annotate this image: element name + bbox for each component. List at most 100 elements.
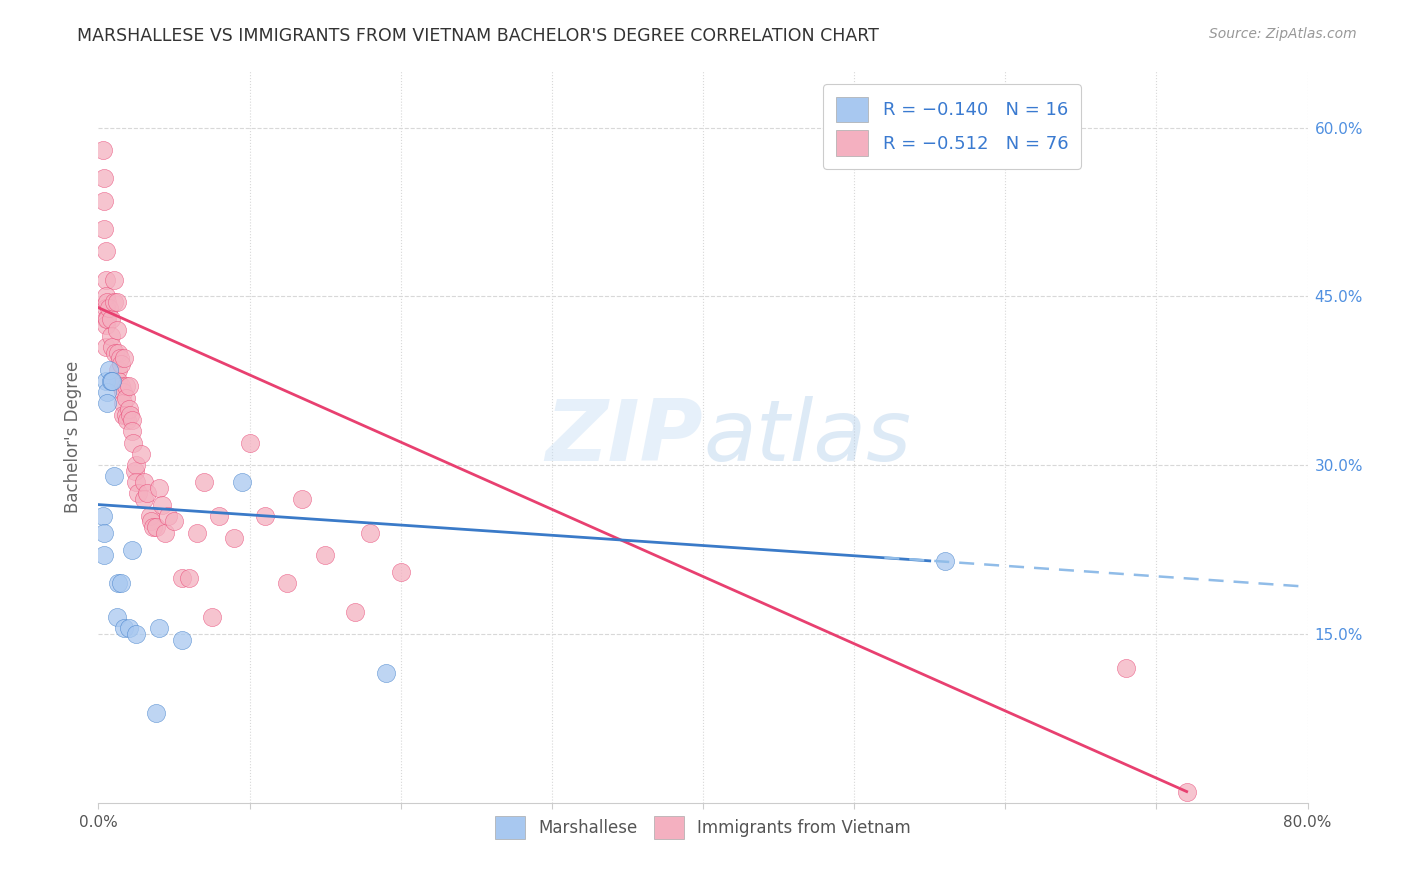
- Point: [94, 244, 117, 259]
- Point: [111, 408, 134, 422]
- Point: [208, 508, 231, 523]
- Point: [98, 301, 121, 315]
- Point: [94, 312, 117, 326]
- Point: [94, 272, 117, 286]
- Point: [125, 458, 148, 473]
- Point: [118, 379, 141, 393]
- Text: Source: ZipAtlas.com: Source: ZipAtlas.com: [1209, 27, 1357, 41]
- Point: [112, 351, 135, 366]
- Point: [132, 475, 155, 489]
- Point: [156, 508, 179, 523]
- Point: [112, 621, 135, 635]
- Point: [193, 475, 215, 489]
- Point: [93, 525, 115, 540]
- Point: [114, 391, 136, 405]
- Point: [103, 295, 125, 310]
- Point: [139, 508, 162, 523]
- Point: [125, 627, 148, 641]
- Point: [125, 475, 148, 489]
- Point: [100, 328, 122, 343]
- Point: [96, 295, 118, 310]
- Point: [1175, 784, 1198, 798]
- Point: [1115, 661, 1137, 675]
- Point: [111, 396, 134, 410]
- Point: [114, 379, 136, 393]
- Point: [389, 565, 412, 579]
- Point: [124, 464, 146, 478]
- Point: [121, 542, 143, 557]
- Point: [239, 435, 262, 450]
- Point: [145, 520, 167, 534]
- Point: [170, 632, 193, 647]
- Point: [201, 610, 224, 624]
- Point: [105, 323, 128, 337]
- Point: [107, 345, 129, 359]
- Point: [96, 396, 118, 410]
- Text: atlas: atlas: [703, 395, 911, 479]
- Point: [110, 379, 132, 393]
- Point: [93, 548, 115, 562]
- Point: [110, 576, 132, 591]
- Point: [314, 548, 336, 562]
- Point: [148, 481, 170, 495]
- Point: [934, 554, 956, 568]
- Point: [253, 508, 276, 523]
- Point: [93, 171, 115, 186]
- Point: [374, 666, 396, 681]
- Y-axis label: Bachelor's Degree: Bachelor's Degree: [63, 361, 82, 513]
- Point: [94, 374, 117, 388]
- Point: [276, 576, 298, 591]
- Point: [107, 374, 129, 388]
- Point: [108, 351, 131, 366]
- Point: [105, 295, 128, 310]
- Point: [107, 362, 129, 376]
- Point: [94, 318, 117, 332]
- Point: [142, 520, 165, 534]
- Point: [121, 425, 143, 439]
- Point: [141, 515, 163, 529]
- Point: [360, 525, 382, 540]
- Point: [101, 374, 124, 388]
- Point: [224, 532, 246, 546]
- Point: [107, 576, 129, 591]
- Legend: Marshallese, Immigrants from Vietnam: Marshallese, Immigrants from Vietnam: [485, 805, 921, 849]
- Point: [94, 340, 117, 354]
- Point: [118, 401, 141, 416]
- Point: [186, 525, 208, 540]
- Point: [96, 312, 118, 326]
- Point: [163, 515, 186, 529]
- Point: [170, 571, 193, 585]
- Point: [111, 385, 134, 400]
- Point: [104, 345, 127, 359]
- Point: [120, 408, 142, 422]
- Point: [122, 435, 145, 450]
- Point: [129, 447, 152, 461]
- Point: [91, 143, 114, 157]
- Point: [91, 508, 114, 523]
- Point: [118, 621, 141, 635]
- Point: [114, 408, 136, 422]
- Point: [103, 469, 125, 483]
- Point: [93, 194, 115, 208]
- Point: [94, 301, 117, 315]
- Text: MARSHALLESE VS IMMIGRANTS FROM VIETNAM BACHELOR'S DEGREE CORRELATION CHART: MARSHALLESE VS IMMIGRANTS FROM VIETNAM B…: [77, 27, 879, 45]
- Point: [100, 374, 122, 388]
- Point: [150, 498, 173, 512]
- Point: [291, 491, 314, 506]
- Point: [96, 385, 118, 400]
- Point: [132, 491, 155, 506]
- Point: [127, 486, 149, 500]
- Point: [231, 475, 253, 489]
- Point: [145, 706, 167, 720]
- Point: [110, 357, 132, 371]
- Point: [344, 605, 367, 619]
- Point: [93, 222, 115, 236]
- Point: [103, 272, 125, 286]
- Point: [94, 289, 117, 303]
- Point: [101, 340, 124, 354]
- Point: [135, 486, 157, 500]
- Point: [100, 312, 122, 326]
- Point: [98, 362, 121, 376]
- Point: [148, 621, 170, 635]
- Point: [153, 525, 176, 540]
